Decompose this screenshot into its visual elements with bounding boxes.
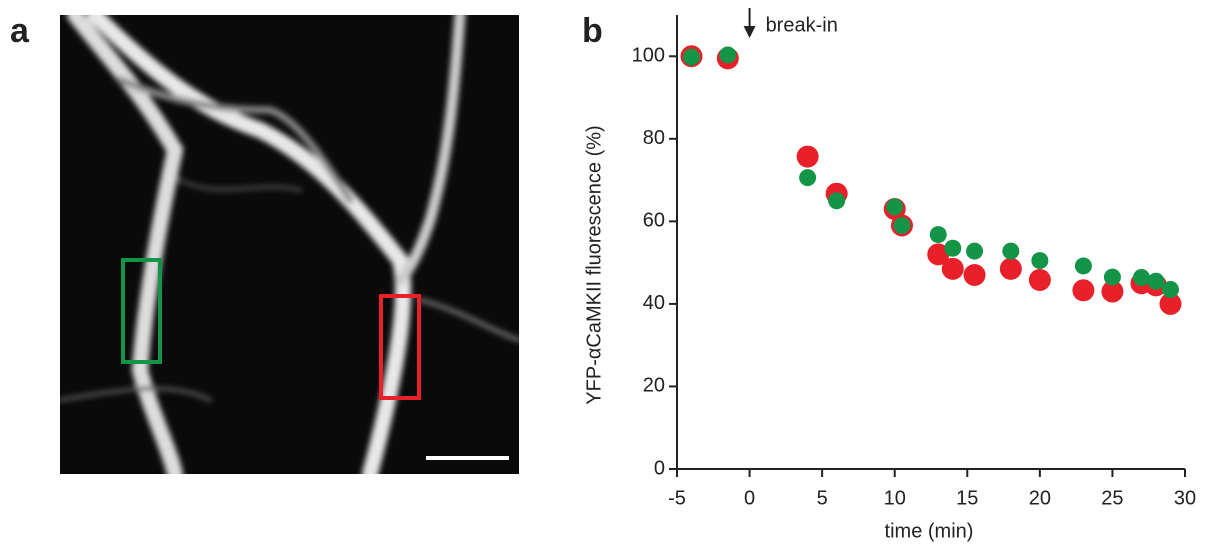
data-point — [1002, 242, 1020, 260]
x-tick-label: 30 — [1174, 487, 1196, 509]
data-point — [1161, 280, 1179, 298]
data-point — [1103, 268, 1121, 286]
data-point — [886, 198, 904, 216]
x-tick-label: 0 — [744, 487, 755, 509]
panel-label: b — [582, 12, 603, 50]
y-tick-label: 0 — [654, 457, 665, 479]
data-point — [927, 243, 950, 266]
y-axis-label: YFP-αCaMKII fluorescence (%) — [583, 125, 605, 404]
data-point — [1159, 292, 1182, 315]
data-point — [944, 239, 962, 257]
x-tick-label: 10 — [884, 487, 906, 509]
data-point — [1132, 268, 1150, 286]
x-axis-label: time (min) — [885, 520, 974, 542]
micrograph — [60, 15, 519, 474]
data-point — [1074, 257, 1092, 275]
data-point — [963, 264, 986, 287]
data-point — [929, 226, 947, 244]
annotation-arrowhead — [743, 26, 756, 38]
data-point — [1028, 268, 1051, 291]
x-tick-label: 20 — [1029, 487, 1051, 509]
data-point — [1072, 279, 1095, 302]
data-point — [966, 242, 984, 260]
data-point — [999, 257, 1022, 280]
data-point — [799, 169, 817, 187]
annotation: break-in — [766, 14, 838, 36]
data-point — [828, 192, 846, 210]
y-tick-label: 60 — [643, 210, 665, 232]
y-tick-label: 20 — [643, 375, 665, 397]
data-point — [893, 216, 911, 234]
data-point — [941, 257, 964, 280]
y-tick-label: 80 — [643, 127, 665, 149]
data-point — [796, 145, 819, 168]
panel-label: a — [10, 12, 30, 50]
x-tick-label: 5 — [817, 487, 828, 509]
data-point — [683, 48, 701, 66]
data-point — [719, 46, 737, 64]
y-tick-label: 100 — [632, 45, 665, 67]
x-tick-label: 25 — [1101, 487, 1123, 509]
x-tick-label: -5 — [668, 487, 686, 509]
y-tick-label: 40 — [643, 292, 665, 314]
data-point — [1031, 252, 1049, 270]
data-point — [1147, 272, 1165, 290]
x-tick-label: 15 — [956, 487, 978, 509]
data-point — [1101, 280, 1124, 303]
